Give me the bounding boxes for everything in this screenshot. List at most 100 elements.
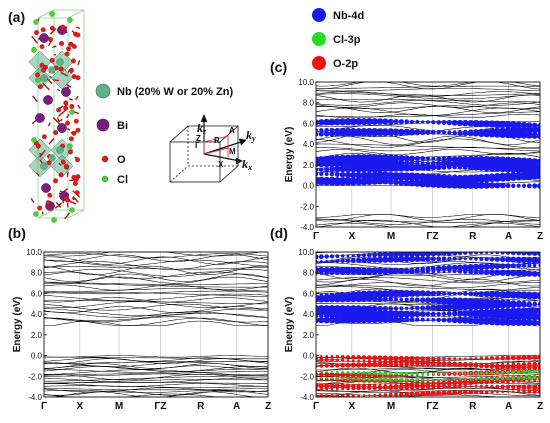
marker-o-2p bbox=[453, 357, 457, 361]
marker-nb-4d bbox=[456, 156, 464, 163]
marker-nb-4d bbox=[381, 290, 390, 298]
marker-o-2p bbox=[532, 384, 538, 391]
legend-cl: Cl bbox=[117, 174, 128, 186]
marker-nb-4d bbox=[468, 174, 473, 179]
marker-nb-4d bbox=[409, 155, 415, 162]
marker-o-2p bbox=[377, 362, 383, 368]
marker-nb-4d bbox=[371, 118, 379, 125]
marker-nb-4d bbox=[467, 317, 475, 325]
marker-cl-3p bbox=[501, 376, 505, 381]
y-tick-label: 2.0 bbox=[303, 331, 315, 340]
marker-cl-3p bbox=[405, 371, 409, 376]
marker-nb-4d bbox=[355, 128, 363, 135]
marker-nb-4d bbox=[441, 156, 447, 162]
marker-nb-4d bbox=[485, 252, 489, 254]
brillouin-zone bbox=[169, 113, 247, 183]
marker-cl-3p bbox=[335, 377, 339, 380]
marker-nb-4d bbox=[339, 127, 346, 134]
marker-nb-4d bbox=[425, 305, 431, 311]
y-axis-label: Energy (eV) bbox=[12, 297, 23, 353]
bz-r: R bbox=[214, 136, 220, 145]
marker-nb-4d bbox=[447, 291, 452, 296]
marker-nb-4d bbox=[414, 155, 420, 162]
marker-o-2p bbox=[356, 362, 362, 368]
marker-nb-4d bbox=[426, 311, 430, 316]
marker-nb-4d bbox=[408, 255, 416, 263]
marker-nb-4d bbox=[498, 318, 507, 326]
marker-o-2p bbox=[441, 390, 447, 396]
marker-nb-4d bbox=[493, 291, 501, 298]
marker-nb-4d bbox=[403, 155, 410, 162]
marker-nb-4d bbox=[435, 173, 442, 181]
marker-nb-4d bbox=[531, 132, 538, 139]
marker-o-2p bbox=[452, 390, 458, 396]
marker-o-2p bbox=[430, 360, 436, 366]
marker-o-2p bbox=[532, 389, 537, 394]
marker-nb-4d bbox=[345, 258, 351, 264]
marker-nb-4d bbox=[323, 316, 331, 324]
marker-nb-4d bbox=[461, 297, 470, 306]
marker-cl-3p bbox=[346, 370, 350, 374]
marker-o-2p bbox=[329, 372, 335, 378]
marker-o-2p bbox=[366, 362, 372, 368]
marker-nb-4d bbox=[404, 160, 410, 166]
marker-nb-4d bbox=[349, 118, 357, 126]
marker-nb-4d bbox=[329, 166, 335, 172]
bi-atom-icon bbox=[96, 118, 110, 132]
marker-nb-4d bbox=[430, 256, 436, 262]
marker-cl-3p bbox=[443, 372, 445, 375]
marker-nb-4d bbox=[351, 254, 355, 258]
marker-o-2p bbox=[316, 394, 319, 397]
marker-nb-4d bbox=[425, 266, 431, 271]
marker-o-2p bbox=[500, 363, 506, 370]
marker-o-2p bbox=[382, 384, 388, 390]
marker-o-2p bbox=[409, 360, 415, 366]
marker-cl-3p bbox=[367, 377, 372, 382]
marker-nb-4d bbox=[447, 130, 452, 134]
marker-o-2p bbox=[388, 384, 394, 390]
marker-nb-4d bbox=[366, 305, 373, 313]
marker-o-2p bbox=[340, 354, 345, 359]
marker-o-2p bbox=[500, 355, 506, 361]
marker-nb-4d bbox=[478, 128, 485, 135]
marker-nb-4d bbox=[376, 310, 384, 318]
legend-o-2p: O-2p bbox=[333, 58, 358, 70]
marker-nb-4d bbox=[469, 257, 473, 261]
marker-nb-4d bbox=[409, 119, 415, 124]
marker-nb-4d bbox=[520, 126, 528, 134]
marker-nb-4d bbox=[446, 317, 452, 323]
marker-nb-4d bbox=[536, 313, 540, 321]
marker-nb-4d bbox=[435, 252, 442, 256]
marker-nb-4d bbox=[468, 291, 474, 297]
marker-o-2p bbox=[329, 394, 335, 397]
marker-o-2p bbox=[420, 356, 426, 362]
marker-nb-4d bbox=[472, 120, 480, 127]
marker-cl-3p bbox=[432, 372, 435, 375]
marker-nb-4d bbox=[441, 265, 447, 271]
marker-nb-4d bbox=[505, 256, 511, 263]
marker-cl-3p bbox=[495, 371, 499, 375]
marker-nb-4d bbox=[520, 256, 528, 263]
marker-o-2p bbox=[404, 391, 410, 397]
marker-nb-4d bbox=[356, 253, 361, 258]
marker-o-2p bbox=[506, 362, 510, 366]
marker-nb-4d bbox=[526, 252, 533, 256]
marker-nb-4d bbox=[505, 183, 511, 189]
marker-o-2p bbox=[516, 362, 521, 367]
marker-o-2p bbox=[521, 354, 527, 361]
marker-nb-4d bbox=[537, 320, 540, 327]
marker-nb-4d bbox=[494, 263, 501, 270]
plot-frame bbox=[43, 251, 269, 398]
marker-o-2p bbox=[537, 361, 540, 367]
marker-nb-4d bbox=[431, 312, 436, 316]
marker-nb-4d bbox=[451, 303, 459, 311]
marker-nb-4d bbox=[520, 121, 528, 129]
marker-o-2p bbox=[324, 383, 330, 389]
marker-nb-4d bbox=[461, 156, 469, 163]
marker-o-2p bbox=[324, 394, 329, 397]
cl-atom-icon bbox=[101, 175, 109, 183]
marker-nb-4d bbox=[499, 182, 506, 189]
marker-nb-4d bbox=[399, 267, 403, 271]
marker-o-2p bbox=[324, 372, 330, 377]
marker-nb-4d bbox=[414, 297, 420, 303]
